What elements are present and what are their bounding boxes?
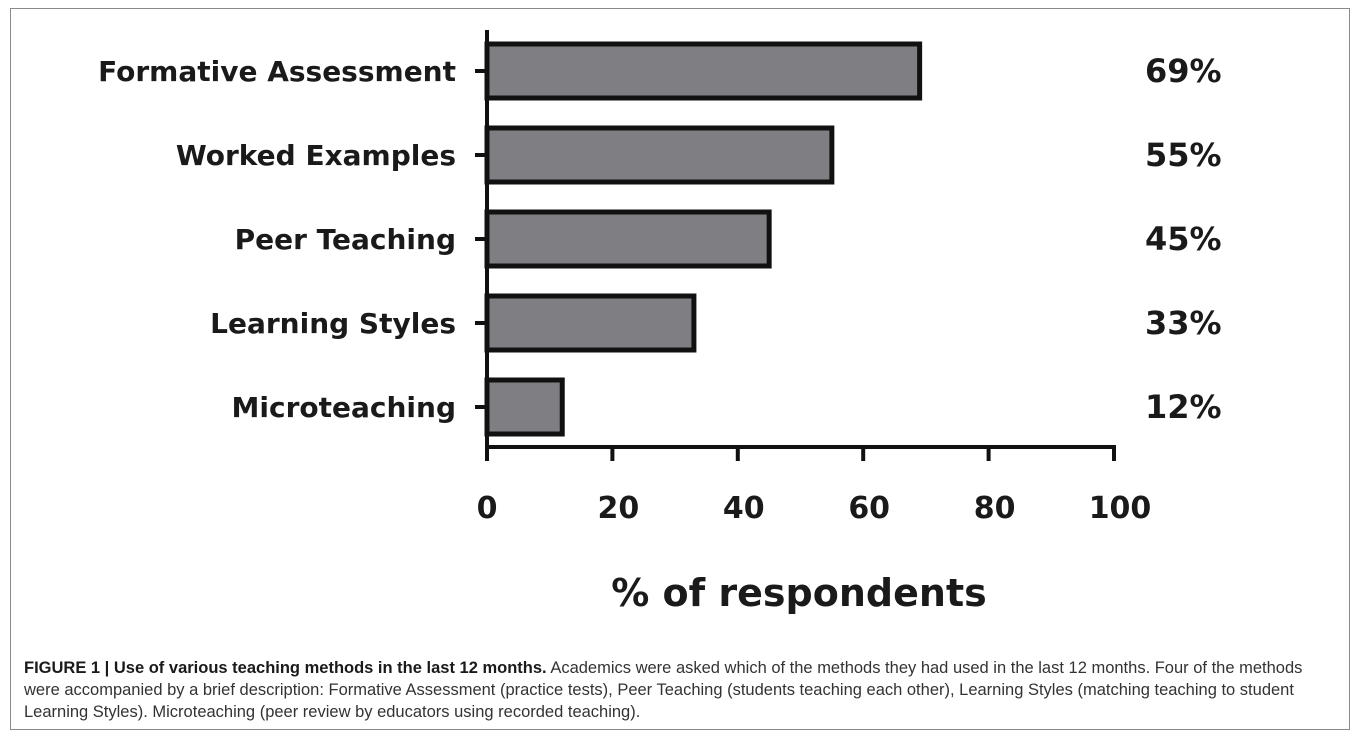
x-tick-label-0: 0 — [477, 491, 498, 526]
bar-peer-teaching — [484, 209, 772, 269]
value-label-learning-styles: 33% — [1145, 304, 1222, 342]
value-label-peer-teaching: 45% — [1145, 220, 1222, 258]
x-tick-label-60: 60 — [848, 491, 890, 526]
category-label-microteaching: Microteaching — [232, 391, 456, 424]
caption-text: Academics were asked which of the method… — [24, 659, 1303, 721]
x-tick-label-40: 40 — [723, 491, 765, 526]
category-label-peer-teaching: Peer Teaching — [235, 223, 456, 256]
figure-frame — [10, 8, 1350, 730]
figure-caption: FIGURE 1 | Use of various teaching metho… — [24, 657, 1324, 723]
x-tick-label-100: 100 — [1089, 491, 1152, 526]
bar-learning-styles — [484, 293, 697, 353]
value-label-worked-examples: 55% — [1145, 136, 1222, 174]
category-labels: Formative Assessment Worked Examples Peer … — [98, 55, 456, 424]
value-label-microteaching: 12% — [1145, 388, 1222, 426]
caption-heading: FIGURE 1 | Use of various teaching metho… — [24, 659, 547, 677]
axes-group — [475, 30, 1116, 461]
category-label-learning-styles: Learning Styles — [210, 307, 456, 340]
value-label-formative-assessment: 69% — [1145, 52, 1222, 90]
bar-microteaching — [484, 377, 565, 437]
bar-worked-examples — [484, 125, 835, 185]
x-tick-labels: 0 20 40 60 80 100 — [477, 491, 1152, 526]
x-tick-label-20: 20 — [598, 491, 640, 526]
value-labels: 69% 55% 45% 33% 12% — [1145, 52, 1222, 426]
x-tick-label-80: 80 — [974, 491, 1016, 526]
x-axis-title: % of respondents — [611, 571, 986, 615]
bar-formative-assessment — [484, 41, 923, 101]
category-label-worked-examples: Worked Examples — [176, 139, 456, 172]
bar-chart: Formative Assessment Worked Examples Peer … — [98, 30, 1222, 615]
bars-group — [484, 41, 923, 437]
category-label-formative-assessment: Formative Assessment — [98, 55, 456, 88]
